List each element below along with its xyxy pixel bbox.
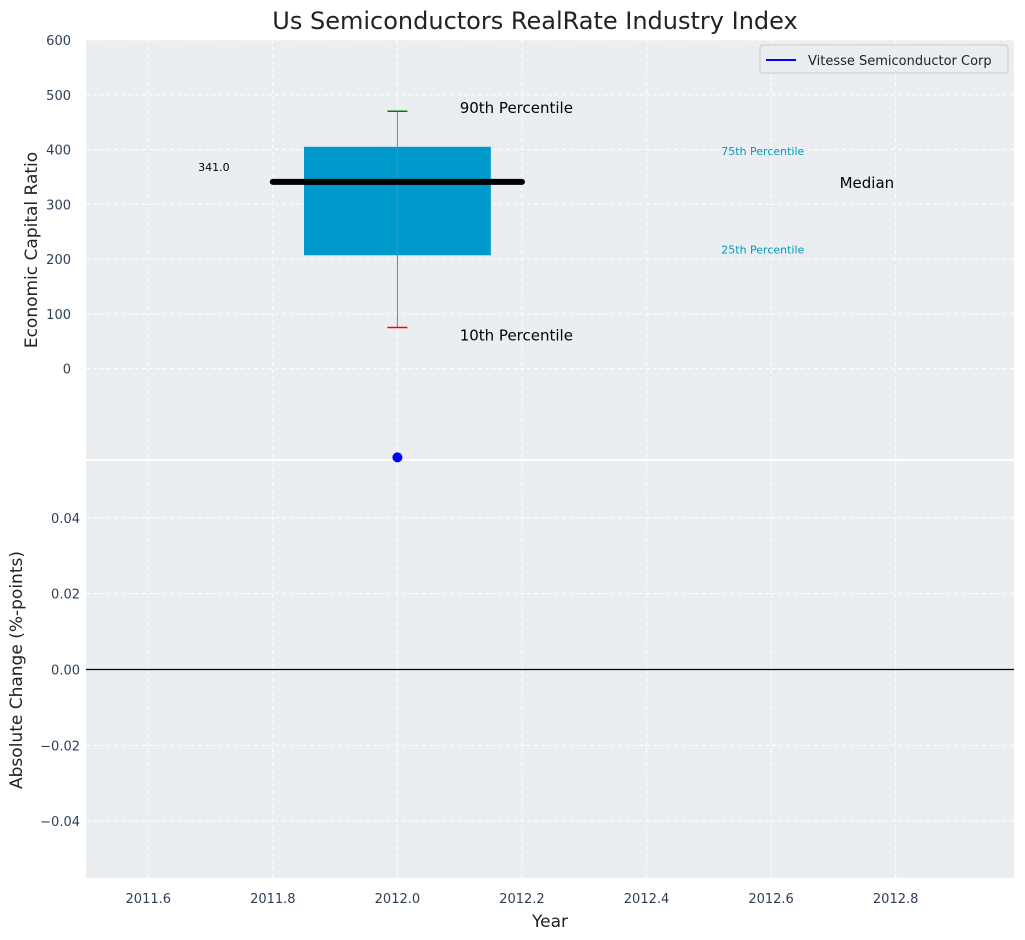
top-y-tick-label: 100 bbox=[46, 308, 71, 323]
x-tick-label: 2011.8 bbox=[250, 892, 296, 907]
top-y-axis-title: Economic Capital Ratio bbox=[22, 152, 42, 348]
top-y-tick-label: 300 bbox=[46, 198, 71, 213]
top-y-tick-label: 0 bbox=[63, 363, 71, 378]
legend: Vitesse Semiconductor Corp bbox=[759, 44, 1009, 74]
company-point bbox=[392, 452, 403, 463]
bottom-y-tick-label: 0.00 bbox=[51, 664, 80, 679]
top-y-tick-label: 600 bbox=[46, 34, 71, 49]
x-axis-title: Year bbox=[531, 912, 568, 932]
x-tick-label: 2011.6 bbox=[126, 892, 172, 907]
bottom-y-tick-label: 0.02 bbox=[51, 588, 80, 603]
top-plot-area bbox=[86, 40, 1014, 459]
grid-lines bbox=[86, 39, 1014, 878]
x-tick-label: 2012.2 bbox=[499, 892, 545, 907]
median-value-label: 341.0 bbox=[198, 161, 230, 174]
p10-annotation: 10th Percentile bbox=[460, 327, 573, 345]
chart-title: Us Semiconductors RealRate Industry Inde… bbox=[272, 7, 797, 35]
x-tick-label: 2012.0 bbox=[375, 892, 421, 907]
bottom-y-tick-label: −0.04 bbox=[40, 815, 80, 830]
p25-annotation: 25th Percentile bbox=[721, 243, 804, 256]
top-y-tick-label: 400 bbox=[46, 144, 71, 159]
bottom-y-tick-label: −0.02 bbox=[40, 739, 80, 754]
legend-box bbox=[759, 44, 1009, 74]
bottom-y-tick-label: 0.04 bbox=[51, 512, 80, 527]
chart-text: Us Semiconductors RealRate Industry Inde… bbox=[7, 7, 918, 932]
legend-entry: Vitesse Semiconductor Corp bbox=[808, 54, 992, 69]
x-tick-label: 2012.8 bbox=[873, 892, 919, 907]
x-tick-label: 2012.4 bbox=[624, 892, 670, 907]
chart-marks bbox=[86, 110, 1014, 671]
top-y-tick-label: 500 bbox=[46, 89, 71, 104]
bottom-y-axis-title: Absolute Change (%-points) bbox=[7, 551, 27, 789]
p90-annotation: 90th Percentile bbox=[460, 99, 573, 117]
top-y-tick-label: 200 bbox=[46, 253, 71, 268]
x-tick-label: 2012.6 bbox=[748, 892, 794, 907]
p75-annotation: 75th Percentile bbox=[721, 145, 804, 158]
median-annotation: Median bbox=[840, 174, 895, 192]
